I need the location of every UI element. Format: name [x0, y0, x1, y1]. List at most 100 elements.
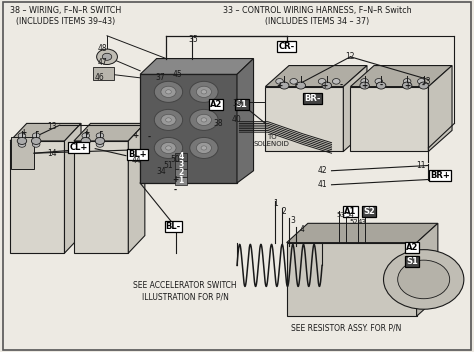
Circle shape [18, 133, 26, 138]
Polygon shape [74, 124, 145, 141]
Text: 44: 44 [132, 156, 142, 165]
Text: 45: 45 [173, 70, 183, 79]
Circle shape [332, 78, 340, 84]
Text: -: - [339, 81, 343, 90]
Text: 39: 39 [232, 99, 242, 108]
Circle shape [161, 114, 176, 126]
Text: 54: 54 [345, 212, 354, 218]
Circle shape [165, 146, 171, 150]
Text: -: - [100, 128, 102, 137]
Circle shape [32, 133, 40, 138]
Circle shape [201, 90, 207, 94]
Circle shape [155, 109, 182, 131]
Text: +: + [83, 128, 90, 137]
Circle shape [190, 109, 218, 131]
Circle shape [322, 82, 331, 89]
Text: -: - [294, 81, 298, 90]
Text: 1: 1 [179, 176, 184, 186]
Text: A2: A2 [210, 100, 222, 109]
Text: 34: 34 [156, 167, 166, 176]
Circle shape [276, 78, 283, 84]
Circle shape [190, 81, 218, 102]
Text: A2: A2 [406, 243, 418, 252]
Circle shape [82, 142, 90, 147]
Circle shape [376, 82, 386, 89]
Polygon shape [343, 65, 367, 151]
Circle shape [201, 118, 207, 122]
Text: 53: 53 [337, 212, 346, 218]
Text: +: + [321, 81, 328, 90]
Text: +: + [20, 128, 27, 137]
Polygon shape [93, 67, 114, 80]
Polygon shape [287, 243, 417, 316]
Text: S1: S1 [236, 100, 247, 109]
Polygon shape [74, 141, 128, 253]
Text: 35: 35 [189, 35, 199, 44]
Circle shape [165, 118, 171, 122]
Circle shape [196, 114, 211, 126]
Text: -: - [174, 186, 177, 195]
Polygon shape [128, 124, 145, 253]
Text: 42: 42 [317, 166, 327, 175]
Polygon shape [140, 58, 254, 74]
Text: SEE ACCELERATOR SWITCH
ILLUSTRATION FOR P/N: SEE ACCELERATOR SWITCH ILLUSTRATION FOR … [133, 281, 237, 301]
FancyBboxPatch shape [175, 177, 187, 185]
Text: 41: 41 [317, 180, 327, 189]
Circle shape [32, 142, 40, 147]
FancyBboxPatch shape [175, 161, 187, 169]
Polygon shape [265, 65, 367, 87]
Text: 13: 13 [421, 77, 431, 86]
Circle shape [296, 82, 306, 89]
Text: CL+: CL+ [70, 144, 88, 152]
Circle shape [361, 78, 368, 84]
Polygon shape [237, 58, 254, 183]
Text: S1: S1 [406, 257, 418, 266]
Text: CR-: CR- [279, 42, 295, 51]
Circle shape [165, 90, 171, 94]
Text: 14: 14 [47, 149, 56, 158]
Text: 50: 50 [171, 155, 181, 164]
Circle shape [161, 86, 176, 98]
Circle shape [383, 250, 464, 309]
Text: 46: 46 [95, 73, 105, 82]
Circle shape [31, 137, 41, 144]
Circle shape [418, 78, 425, 84]
Circle shape [318, 78, 326, 84]
Text: S2: S2 [364, 207, 375, 215]
Text: 48: 48 [98, 44, 107, 52]
Polygon shape [10, 124, 81, 141]
Polygon shape [10, 141, 64, 253]
Text: 12: 12 [346, 52, 355, 61]
Circle shape [155, 81, 182, 102]
Circle shape [97, 49, 118, 64]
Text: SEE RESISTOR ASSY. FOR P/N: SEE RESISTOR ASSY. FOR P/N [291, 323, 401, 332]
Circle shape [201, 146, 207, 150]
Text: BR-: BR- [304, 94, 321, 103]
Text: 11: 11 [417, 161, 426, 170]
Circle shape [81, 137, 91, 144]
Text: BL+: BL+ [128, 150, 147, 159]
FancyBboxPatch shape [3, 2, 471, 350]
Circle shape [196, 142, 211, 153]
Circle shape [102, 53, 112, 60]
FancyBboxPatch shape [175, 153, 187, 161]
Polygon shape [417, 223, 438, 316]
Polygon shape [350, 65, 452, 87]
Polygon shape [64, 124, 81, 253]
Text: 52: 52 [350, 219, 359, 225]
Text: +: + [173, 175, 179, 184]
Polygon shape [350, 87, 428, 151]
Circle shape [155, 137, 182, 158]
Circle shape [280, 82, 289, 89]
FancyBboxPatch shape [175, 169, 187, 177]
Text: 33 – CONTROL WIRING HARNESS, F–N–R Switch
(INCLUDES ITEMS 34 – 37): 33 – CONTROL WIRING HARNESS, F–N–R Switc… [223, 6, 411, 26]
Circle shape [82, 133, 90, 138]
Text: +: + [362, 81, 368, 90]
Text: +: + [276, 81, 283, 90]
Polygon shape [11, 137, 34, 169]
Text: 4: 4 [179, 152, 184, 161]
Text: -: - [36, 128, 39, 137]
Text: 37: 37 [155, 73, 165, 82]
Circle shape [402, 82, 412, 89]
Circle shape [375, 78, 383, 84]
